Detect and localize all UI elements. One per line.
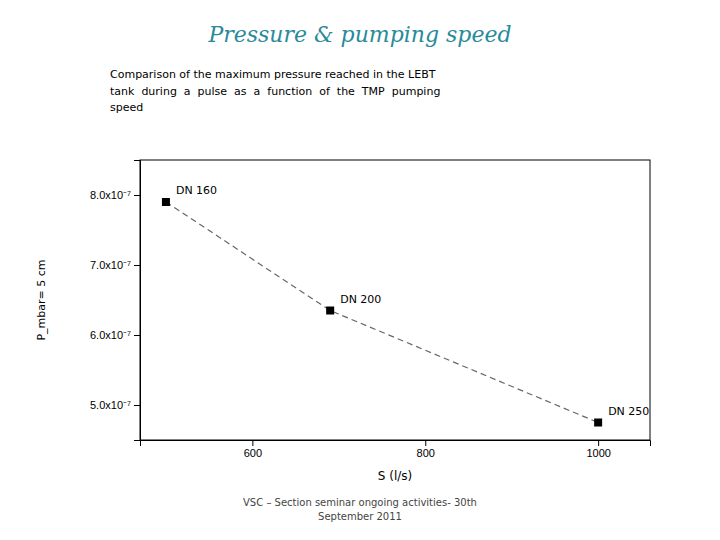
x-tick-mark — [425, 440, 426, 446]
x-tick: 600 — [244, 440, 262, 459]
y-axis-line — [134, 161, 141, 441]
x-tick: 1000 — [586, 440, 610, 459]
line — [166, 202, 598, 423]
y-tick: 6.0x10⁻⁷ — [90, 329, 140, 341]
x-axis: 600 800 1000 — [141, 440, 651, 459]
y-tick-mark — [134, 195, 140, 196]
x-tick: 800 — [417, 440, 435, 459]
y-axis-label: P_mbar= 5 cm — [35, 259, 48, 340]
plot: 600 800 1000 5.0x10⁻⁷ 6.0x10⁻⁷ 7.0x10⁻⁷ 8.0x10… — [90, 160, 651, 459]
y-tick-mark — [134, 335, 140, 336]
marks — [162, 198, 602, 427]
x-tick-label: 1000 — [586, 447, 610, 459]
chart: Pressure & pumping speed Comparison of th… — [0, 0, 720, 540]
plot-frame — [140, 160, 650, 440]
y-tick-label: 6.0x10⁻⁷ — [90, 329, 131, 341]
y-tick: 8.0x10⁻⁷ — [90, 189, 140, 201]
y-tick: 5.0x10⁻⁷ — [90, 399, 140, 411]
y-tick-mark — [134, 265, 140, 266]
x-axis-line — [141, 441, 651, 447]
subtitle: Comparison of the maximum pressure reach… — [110, 68, 440, 114]
point — [326, 307, 334, 315]
y-tick-label: 8.0x10⁻⁷ — [90, 189, 131, 201]
x-tick-mark — [252, 440, 253, 446]
y-axis: 5.0x10⁻⁷ 6.0x10⁻⁷ 7.0x10⁻⁷ 8.0x10⁻⁷ — [90, 161, 141, 441]
x-tick-mark — [598, 440, 599, 446]
point — [594, 419, 602, 427]
x-tick-label: 600 — [244, 447, 262, 459]
point — [162, 198, 170, 206]
point-label: DN 160 — [176, 184, 217, 197]
y-tick-label: 5.0x10⁻⁷ — [90, 399, 131, 411]
y-tick-mark — [134, 405, 140, 406]
x-axis-label: S (l/s) — [378, 469, 412, 483]
annotations: DN 160 DN 200 DN 250 — [176, 184, 649, 418]
y-tick: 7.0x10⁻⁷ — [90, 259, 140, 271]
point-label: DN 250 — [608, 405, 649, 418]
title: Pressure & pumping speed — [207, 22, 511, 47]
y-tick-label: 7.0x10⁻⁷ — [90, 259, 131, 271]
footer: VSC – Section seminar ongoing activities… — [243, 497, 477, 522]
x-tick-label: 800 — [417, 447, 435, 459]
point-label: DN 200 — [340, 293, 381, 306]
